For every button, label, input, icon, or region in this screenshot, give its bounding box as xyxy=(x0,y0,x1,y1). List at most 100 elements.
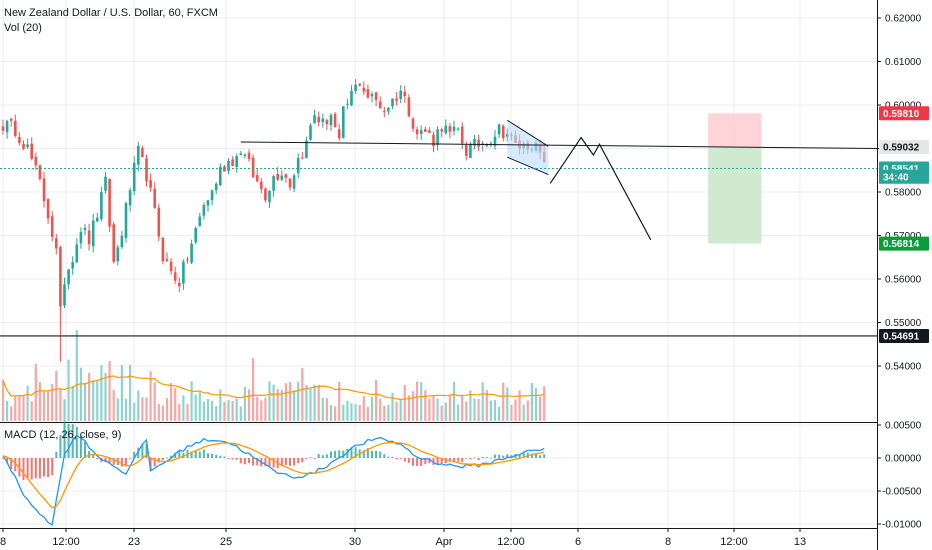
candle-body xyxy=(214,183,218,191)
macd-histogram-bar xyxy=(305,458,308,460)
volume-bar xyxy=(174,388,177,421)
volume-bar xyxy=(272,384,275,421)
macd-histogram-bar xyxy=(297,458,300,464)
candle xyxy=(329,112,333,131)
time-axis: 8 12:00 23 25 30 Apr 12:00 6 8 12:00 13 xyxy=(0,528,806,548)
candle-body xyxy=(239,153,243,155)
macd-histogram-bar xyxy=(522,453,525,458)
candle-body xyxy=(190,243,193,263)
macd-histogram-bar xyxy=(321,455,324,458)
volume-bar xyxy=(493,400,497,421)
candle xyxy=(202,202,206,220)
candle-body xyxy=(227,161,230,171)
time-tick-label: 12:00 xyxy=(497,536,525,548)
candle xyxy=(120,230,124,249)
candle xyxy=(210,189,214,206)
volume-bar xyxy=(440,405,443,421)
candle-body xyxy=(415,129,419,135)
stop-loss-zone xyxy=(708,113,762,148)
price-tick-label: 0.62000 xyxy=(885,14,922,25)
candle xyxy=(280,170,284,182)
flag-lower-line xyxy=(507,156,549,176)
candle-body xyxy=(30,143,33,159)
macd-histogram-bar xyxy=(79,435,82,458)
volume-bar xyxy=(481,382,484,421)
macd-histogram-bar xyxy=(47,458,50,478)
candle-body xyxy=(489,143,493,145)
macd-histogram-bar xyxy=(182,452,185,458)
volume-bar xyxy=(391,392,394,421)
candle-body xyxy=(288,178,292,188)
candle-body xyxy=(317,116,320,123)
candle xyxy=(247,149,251,162)
candle-body xyxy=(321,118,325,123)
macd-histogram-bar xyxy=(194,450,197,458)
candle-body xyxy=(407,97,411,117)
macd-histogram-bar xyxy=(84,441,86,458)
macd-histogram-bar xyxy=(166,457,168,459)
candle xyxy=(18,132,21,146)
volume-bar xyxy=(313,384,316,421)
candle xyxy=(415,126,419,140)
candle xyxy=(214,182,218,195)
price-badge-bg xyxy=(879,236,929,251)
volume-bar xyxy=(407,395,410,421)
macd-histogram-bar xyxy=(391,456,394,458)
candle xyxy=(1,119,5,135)
candle xyxy=(366,84,370,99)
volume-bars xyxy=(1,329,546,421)
macd-histogram-bar xyxy=(325,454,328,458)
signal-line xyxy=(2,441,545,509)
macd-histogram-bar xyxy=(174,452,177,458)
candle-body xyxy=(272,175,275,191)
macd-histogram-bar xyxy=(141,443,144,458)
volume-bar xyxy=(502,382,505,421)
volume-bar xyxy=(211,400,214,421)
price-badge: 34:40 xyxy=(879,169,929,184)
candle-body xyxy=(50,216,54,237)
volume-bar xyxy=(170,383,173,421)
volume-bar xyxy=(317,384,320,421)
macd-histogram-bar xyxy=(469,458,472,460)
candle-body xyxy=(96,217,99,222)
macd-histogram-bar xyxy=(535,454,537,458)
candle-body xyxy=(452,126,456,131)
candle xyxy=(411,117,415,132)
candle xyxy=(243,153,247,159)
candle xyxy=(251,154,255,179)
macd-histogram-bar xyxy=(198,451,201,458)
price-badge-bg xyxy=(879,140,929,155)
volume-bar xyxy=(477,399,480,421)
macd-histogram-bar xyxy=(215,454,218,458)
candle xyxy=(333,111,337,128)
macd-histogram-bar xyxy=(338,450,341,458)
volume-bar xyxy=(469,390,472,421)
price-badge-bg xyxy=(879,169,929,184)
macd-histogram-bar xyxy=(43,458,45,477)
candle xyxy=(255,168,259,183)
candle-body xyxy=(292,175,296,189)
candle-body xyxy=(264,188,267,201)
candle xyxy=(194,226,197,245)
candle-body xyxy=(296,158,300,174)
volume-bar xyxy=(6,400,9,421)
candle xyxy=(38,164,42,181)
candle xyxy=(149,173,152,192)
macd-histogram-bar xyxy=(92,454,95,458)
macd-histogram-bar xyxy=(227,458,230,459)
candle-body xyxy=(104,176,107,191)
candle-body xyxy=(116,247,120,262)
candle xyxy=(75,238,79,263)
volume-bar xyxy=(252,357,255,421)
price-badge-label: 0.56814 xyxy=(883,239,920,250)
candle-body xyxy=(329,115,333,126)
volume-bar xyxy=(366,406,369,421)
candle xyxy=(395,92,398,106)
volume-bar xyxy=(420,382,423,421)
price-tick-label: 0.55000 xyxy=(885,318,922,329)
candle-body xyxy=(395,98,398,101)
candle xyxy=(145,154,148,187)
volume-bar xyxy=(530,382,533,421)
macd-histogram-bar xyxy=(481,456,484,458)
